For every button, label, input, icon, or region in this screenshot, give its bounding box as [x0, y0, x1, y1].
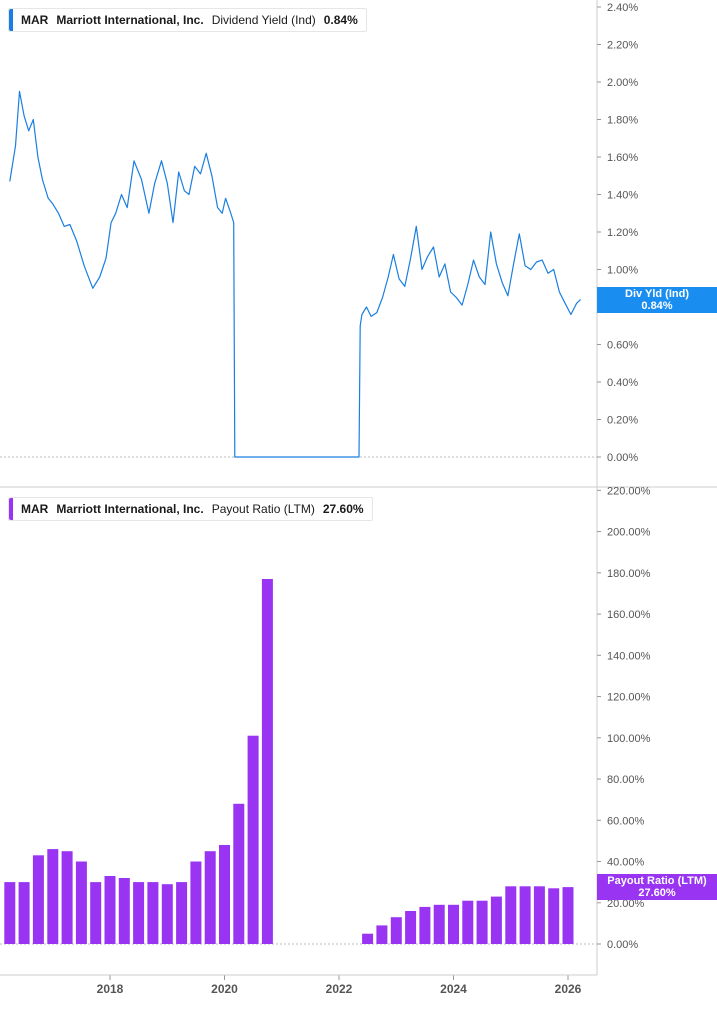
dividend-yield-last-value-flag: Div Yld (Ind) 0.84%	[597, 287, 717, 313]
y-tick-label: 20.00%	[607, 898, 645, 910]
payout-ratio-bar	[47, 849, 59, 944]
y-tick-label: 60.00%	[607, 815, 645, 827]
x-tick-label: 2020	[211, 982, 238, 996]
payout-ratio-bar	[147, 882, 159, 944]
payout-ratio-bar	[376, 925, 388, 944]
payout-ratio-bar	[490, 896, 502, 944]
payout-ratio-bar	[161, 884, 173, 944]
x-tick-label: 2022	[326, 982, 353, 996]
y-tick-label: 40.00%	[607, 857, 645, 869]
payout-ratio-bar	[176, 882, 188, 944]
payout-ratio-bar	[104, 876, 116, 944]
legend-ticker: MAR	[21, 13, 49, 27]
y-tick-label: 0.40%	[607, 377, 638, 389]
payout-ratio-bar	[204, 851, 216, 944]
legend-swatch	[9, 498, 13, 520]
payout-ratio-panel	[0, 579, 597, 945]
x-tick-label: 2026	[555, 982, 582, 996]
y-tick-label: 1.00%	[607, 265, 638, 277]
y-tick-label: 140.00%	[607, 650, 651, 662]
y-tick-label: 160.00%	[607, 609, 651, 621]
payout-ratio-bar	[390, 917, 402, 944]
payout-ratio-bar	[75, 861, 87, 944]
legend-metric: Dividend Yield (Ind)	[211, 13, 316, 27]
payout-ratio-bar	[448, 904, 459, 944]
dividend-yield-panel	[0, 90, 597, 458]
legend-company: Marriott International, Inc.	[56, 13, 204, 27]
y-tick-label: 2.00%	[607, 77, 638, 89]
payout-ratio-bar	[219, 845, 230, 944]
payout-ratio-bar	[548, 888, 560, 944]
x-tick-label: 2024	[440, 982, 467, 996]
payout-ratio-bar	[4, 882, 16, 944]
y-tick-label: 1.80%	[607, 115, 638, 127]
y-tick-label: 80.00%	[607, 774, 645, 786]
payout-ratio-bar	[61, 851, 73, 944]
payout-ratio-bar	[519, 886, 531, 944]
payout-ratio-bar	[476, 900, 488, 944]
y-tick-label: 200.00%	[607, 527, 651, 539]
y-tick-label: 1.20%	[607, 227, 638, 239]
legend-value: 0.84%	[323, 13, 358, 27]
y-tick-label: 0.00%	[607, 939, 638, 951]
payout-ratio-legend[interactable]: MAR Marriott International, Inc. Payout …	[8, 497, 373, 521]
legend-swatch	[9, 9, 13, 31]
flag-label: Payout Ratio (LTM)	[607, 875, 707, 887]
payout-ratio-bar	[261, 579, 273, 944]
legend-metric: Payout Ratio (LTM)	[211, 502, 315, 516]
y-tick-label: 0.60%	[607, 340, 638, 352]
payout-ratio-bar	[247, 735, 259, 944]
payout-ratio-bar	[505, 886, 517, 944]
y-tick-label: 0.00%	[607, 452, 638, 464]
payout-ratio-bar	[462, 900, 474, 944]
payout-ratio-bar	[190, 861, 202, 944]
y-tick-label: 180.00%	[607, 568, 651, 580]
payout-ratio-bar	[90, 882, 102, 944]
flag-label: Div Yld (Ind)	[625, 288, 689, 300]
y-tick-label: 120.00%	[607, 692, 651, 704]
y-tick-label: 0.20%	[607, 415, 638, 427]
flag-value: 27.60%	[638, 887, 676, 899]
flag-value: 0.84%	[641, 300, 673, 312]
payout-ratio-bar	[133, 882, 145, 944]
payout-ratio-bar	[32, 855, 44, 944]
payout-ratio-bar	[362, 933, 374, 944]
y-tick-label: 1.40%	[607, 190, 638, 202]
dividend-yield-line	[9, 90, 582, 458]
payout-ratio-bar	[419, 906, 431, 944]
y-tick-label: 100.00%	[607, 733, 651, 745]
legend-value: 27.60%	[322, 502, 364, 516]
y-tick-label: 2.40%	[607, 2, 638, 14]
y-tick-label: 2.20%	[607, 40, 638, 52]
x-axis: 2018 2020 2022 2024 2026	[97, 975, 582, 996]
payout-ratio-bar	[118, 878, 130, 944]
payout-ratio-last-value-flag: Payout Ratio (LTM) 27.60%	[597, 874, 717, 900]
legend-company: Marriott International, Inc.	[56, 502, 204, 516]
payout-ratio-bar	[533, 886, 545, 944]
y-tick-label: 220.00%	[607, 485, 651, 497]
y-tick-label: 1.60%	[607, 152, 638, 164]
payout-ratio-bar	[233, 803, 245, 944]
x-tick-label: 2018	[97, 982, 124, 996]
payout-ratio-bar	[433, 904, 445, 944]
payout-ratio-bar	[18, 882, 30, 944]
legend-ticker: MAR	[21, 502, 49, 516]
payout-ratio-bar	[562, 887, 574, 944]
payout-ratio-bar	[405, 911, 417, 944]
dividend-yield-legend[interactable]: MAR Marriott International, Inc. Dividen…	[8, 8, 367, 32]
